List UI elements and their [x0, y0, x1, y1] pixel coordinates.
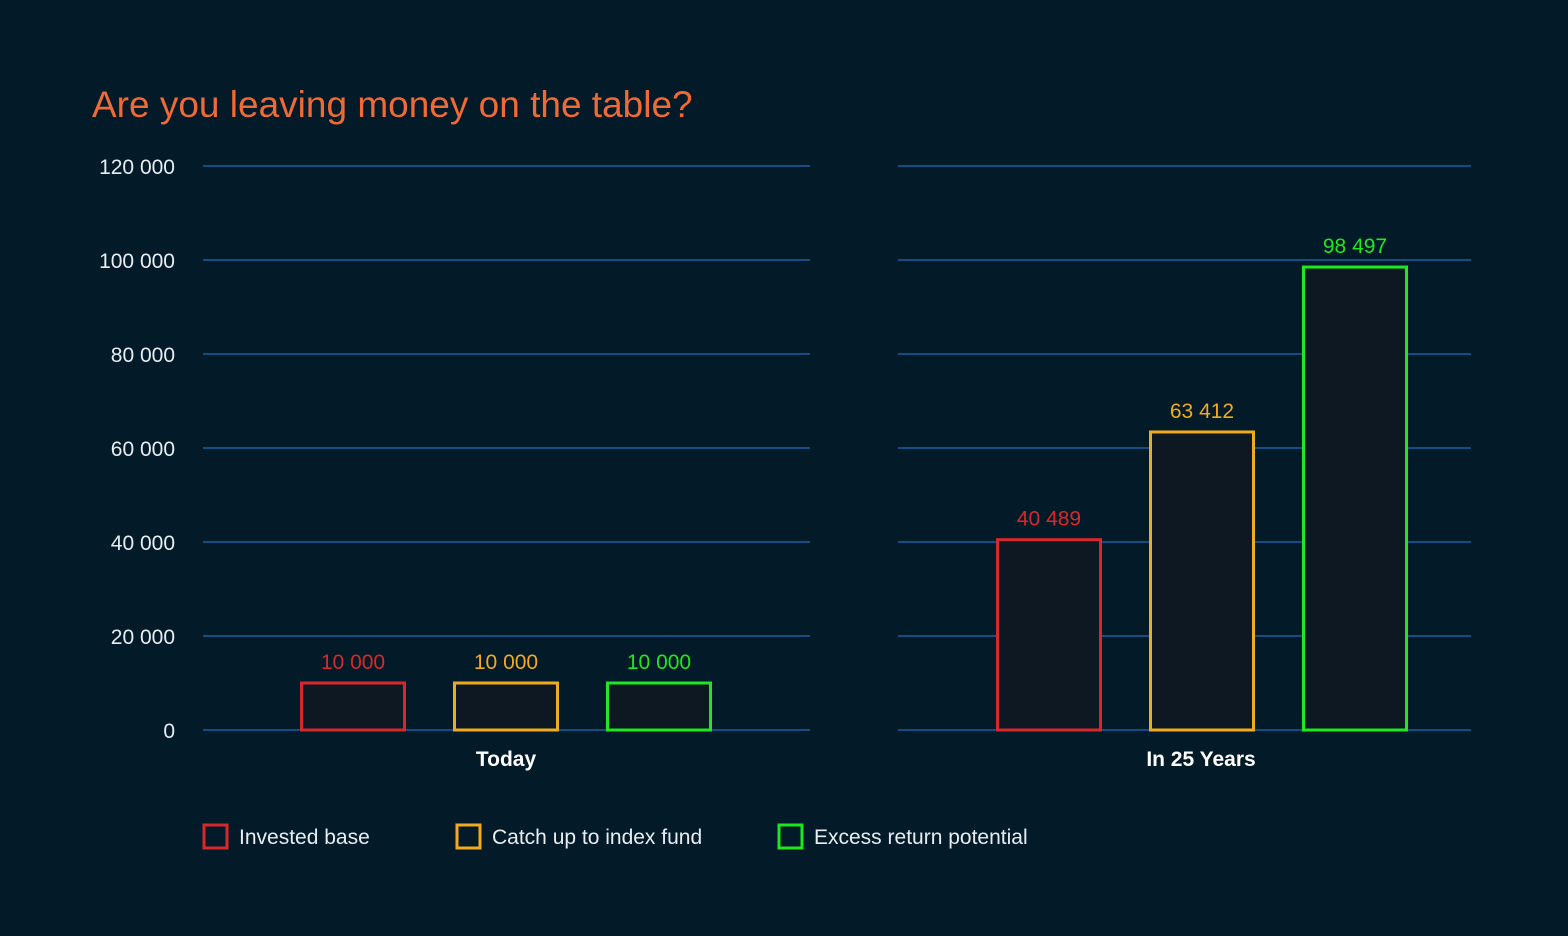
x-tick-label: Today [476, 748, 537, 771]
legend-label: Catch up to index fund [492, 826, 702, 849]
bar [606, 681, 712, 732]
legend-label: Invested base [239, 826, 370, 849]
legend-swatch [455, 823, 482, 850]
bar [453, 681, 559, 732]
legend-label: Excess return potential [814, 826, 1028, 849]
legend: Invested base Catch up to index fund Exces… [202, 823, 1028, 850]
y-tick-label: 60 000 [111, 438, 175, 461]
x-tick-label: In 25 Years [1146, 748, 1255, 771]
y-axis-ticks: 0 20 000 40 000 60 000 80 000 100 000 120 000 [99, 156, 175, 743]
y-tick-label: 120 000 [99, 156, 175, 179]
y-tick-label: 100 000 [99, 250, 175, 273]
value-labels: 10 000 10 000 10 000 40 489 63 412 98 497 [321, 235, 1387, 674]
x-axis-labels: Today In 25 Years [476, 748, 1256, 771]
data-label: 10 000 [321, 651, 385, 674]
data-label: 10 000 [474, 651, 538, 674]
y-tick-label: 20 000 [111, 626, 175, 649]
bars [300, 265, 1408, 732]
chart-title: Are you leaving money on the table? [92, 84, 693, 125]
data-label: 98 497 [1323, 235, 1387, 258]
y-tick-label: 40 000 [111, 532, 175, 555]
gridlines [203, 165, 1471, 731]
bar [996, 538, 1102, 732]
y-tick-label: 0 [163, 720, 175, 743]
y-tick-label: 80 000 [111, 344, 175, 367]
data-label: 40 489 [1017, 508, 1081, 531]
legend-swatch [202, 823, 229, 850]
data-label: 63 412 [1170, 400, 1234, 423]
bar [1302, 265, 1408, 732]
data-label: 10 000 [627, 651, 691, 674]
bar [300, 681, 406, 732]
legend-swatch [777, 823, 804, 850]
bar [1149, 430, 1255, 732]
